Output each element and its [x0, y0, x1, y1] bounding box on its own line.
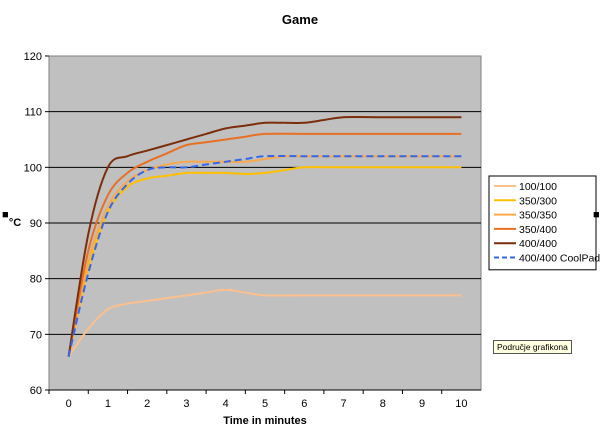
series-line-0: [67, 288, 462, 358]
x-axis-title: Time in minutes: [223, 415, 307, 427]
x-tick-label: 2: [144, 398, 150, 410]
x-tick-label: 6: [301, 398, 307, 410]
gridlines: [49, 111, 481, 335]
right-handle-mark: ■: [593, 209, 600, 221]
legend-label: 400/400: [519, 238, 557, 250]
y-tick-label: 110: [24, 107, 42, 119]
x-tick-label: 5: [262, 398, 268, 410]
series-line-5: [67, 154, 462, 357]
x-tick-label: 4: [223, 398, 229, 410]
x-tick-label: 10: [455, 398, 467, 410]
legend-label: 400/400 CoolPad: [519, 253, 600, 265]
x-axis-ticks: 0 1 2 3 4 5 6 7 8 9 10: [48, 389, 481, 410]
y-axis-ticks: 60 70 80 90 100 110 120: [24, 51, 49, 397]
y-tick-label: 120: [24, 51, 42, 63]
y-tick-label: 60: [30, 385, 42, 397]
y-tick-label: 70: [30, 329, 42, 341]
x-tick-label: 7: [340, 398, 346, 410]
left-handle-mark: ■: [2, 209, 9, 221]
x-tick-label: 1: [105, 398, 111, 410]
y-axis-title: °C: [9, 217, 21, 229]
y-tick-label: 80: [30, 274, 42, 286]
legend-label: 350/300: [519, 195, 557, 207]
chart-title: Game: [282, 12, 318, 27]
chart-area-tooltip: Područje grafikona: [493, 340, 572, 354]
y-tick-label: 90: [30, 218, 42, 230]
y-tick-label: 100: [24, 162, 42, 174]
legend-label: 350/400: [519, 224, 557, 236]
legend-label: 350/350: [519, 210, 557, 222]
x-tick-label: 0: [66, 398, 72, 410]
legend-box: [488, 175, 597, 271]
x-tick-label: 9: [419, 398, 425, 410]
series-lines: [67, 116, 462, 358]
series-line-3: [67, 132, 462, 357]
legend-label: 100/100: [519, 181, 557, 193]
series-line-4: [67, 116, 462, 357]
x-tick-label: 3: [183, 398, 189, 410]
legend[interactable]: 100/100 350/300 350/350 350/400 400/400 400/4…: [488, 175, 600, 271]
x-tick-label: 8: [380, 398, 386, 410]
